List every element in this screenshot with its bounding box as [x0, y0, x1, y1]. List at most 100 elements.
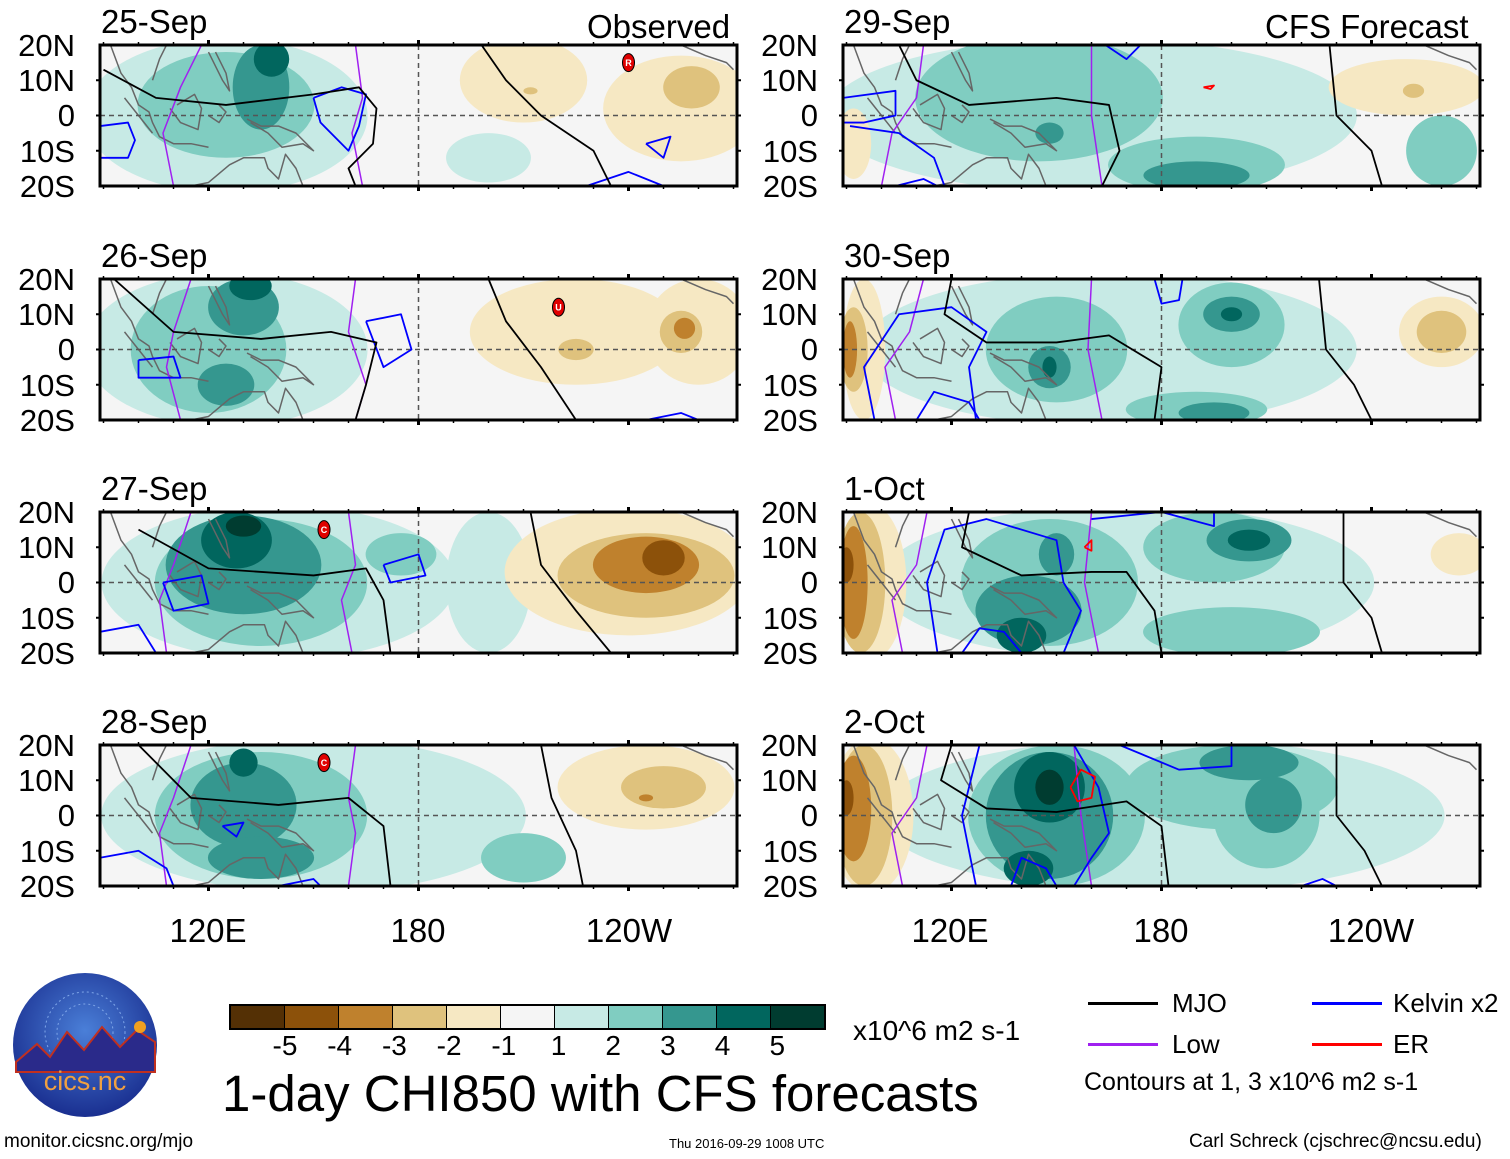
- colorbar-swatch: [501, 1006, 555, 1028]
- anomaly-contour-fill: [1143, 607, 1320, 653]
- coastline: [208, 338, 227, 358]
- low-contour: [1090, 45, 1103, 186]
- mjo-contour: [1328, 45, 1383, 186]
- coastline: [680, 279, 735, 305]
- map-panel-2-oct: [839, 740, 1484, 891]
- y-axis-label: 20S: [762, 168, 818, 204]
- er-contour: [1203, 84, 1215, 90]
- coastline: [109, 279, 209, 382]
- map-panel-28-sep: C: [96, 740, 741, 891]
- mjo-contour: [529, 512, 612, 653]
- mjo-contour: [1335, 745, 1383, 886]
- storm-label: R: [625, 58, 632, 68]
- anomaly-contour-fill: [1416, 310, 1467, 354]
- kelvin-contour: [1119, 745, 1233, 771]
- anomaly-contour-fill: [459, 45, 588, 123]
- y-axis-label: 0: [57, 98, 75, 134]
- kelvin-contour: [100, 121, 136, 159]
- kelvin-contour: [1091, 512, 1215, 528]
- colorbar-swatch: [555, 1006, 609, 1028]
- kelvin-contour: [382, 553, 427, 584]
- coastline: [852, 279, 952, 382]
- kelvin-contour: [312, 86, 367, 152]
- y-axis-label: 0: [800, 798, 818, 834]
- anomaly-contour-fill: [843, 755, 872, 862]
- mjo-contour: [961, 512, 1163, 653]
- coastline: [852, 745, 952, 848]
- anomaly-contour-fill: [1227, 529, 1271, 551]
- y-axis-label: 20N: [761, 262, 818, 297]
- colorbar-units: x10^6 m2 s-1: [853, 1015, 1021, 1046]
- coastline: [950, 518, 974, 559]
- y-axis-label: 20S: [19, 402, 75, 438]
- coastline: [151, 279, 168, 315]
- kelvin-contour: [278, 878, 322, 886]
- coastline: [989, 118, 1058, 152]
- kelvin-contour: [1153, 279, 1184, 305]
- coastline: [894, 745, 911, 781]
- storm-label: C: [321, 758, 328, 768]
- anomaly-contour-fill: [1430, 533, 1480, 576]
- coastline: [109, 512, 209, 615]
- coastline: [950, 51, 974, 92]
- anomaly-contour-fill: [469, 279, 683, 385]
- anomaly-contour-fill: [996, 617, 1047, 653]
- kelvin-contour: [849, 125, 946, 186]
- anomaly-contour-fill: [915, 45, 1163, 162]
- coastline: [680, 745, 735, 771]
- coastline: [680, 45, 735, 71]
- field-layer: [843, 745, 1480, 886]
- anomaly-contour-fill: [1406, 115, 1477, 186]
- y-axis-label: 20N: [18, 262, 75, 297]
- panel-date-title: 2-Oct: [844, 703, 925, 740]
- y-axis-label: 20S: [762, 635, 818, 671]
- tropical-cyclone-icon: [552, 297, 565, 317]
- colorbar-tick-label: -4: [327, 1030, 353, 1061]
- anomaly-contour-fill: [843, 780, 854, 816]
- low-contour: [158, 745, 192, 886]
- anomaly-contour-fill: [225, 515, 262, 537]
- anomaly-contour-fill: [1178, 402, 1250, 420]
- tropical-cyclone-icon: [317, 753, 331, 773]
- anomaly-contour-fill: [523, 87, 538, 95]
- coastline: [933, 387, 1047, 420]
- x-label-120e-left: 120E: [169, 912, 247, 949]
- colorbar-tick-label: -5: [272, 1030, 298, 1061]
- coastline: [246, 118, 315, 152]
- coastline: [207, 518, 231, 559]
- y-axis-label: 20N: [761, 495, 818, 530]
- coastline: [169, 93, 203, 131]
- kelvin-contour: [961, 627, 1023, 653]
- map-panel-30-sep: [839, 274, 1484, 425]
- y-axis-label: 0: [57, 798, 75, 834]
- colorbar-tick-label: 2: [605, 1030, 621, 1061]
- colorbar-swatch: [285, 1006, 339, 1028]
- footer-url[interactable]: monitor.cicsnc.org/mjo: [4, 1131, 194, 1152]
- colorbar-swatch: [717, 1006, 771, 1028]
- panel-date-title: 1-Oct: [844, 470, 925, 507]
- low-contour: [880, 45, 925, 186]
- coastline: [680, 512, 735, 538]
- anomaly-contour-fill: [1143, 161, 1250, 186]
- y-axis-label: 10S: [762, 833, 818, 869]
- er-legend-label: ER: [1393, 1029, 1430, 1059]
- coastline: [912, 327, 946, 365]
- coastline: [912, 793, 946, 831]
- coastline: [151, 512, 168, 548]
- coastline: [852, 512, 952, 615]
- colorbar-tick-label: 5: [769, 1030, 786, 1061]
- mjo-contour: [138, 528, 392, 653]
- y-axis-label: 20N: [761, 28, 818, 63]
- anomaly-contour-fill: [365, 533, 437, 576]
- coastline: [246, 818, 315, 852]
- coastline: [989, 352, 1058, 386]
- mjo-contour: [943, 279, 1163, 420]
- coastline: [951, 338, 970, 358]
- colorbar-tick-label: -1: [491, 1030, 517, 1061]
- y-axis-label: 0: [800, 332, 818, 368]
- coastline: [951, 104, 970, 124]
- colorbar-tick-label: 3: [660, 1030, 676, 1061]
- colorbar-tick-label: -2: [436, 1030, 462, 1061]
- panel-date-title: 29-Sep: [844, 3, 951, 40]
- kelvin-contour: [221, 821, 245, 838]
